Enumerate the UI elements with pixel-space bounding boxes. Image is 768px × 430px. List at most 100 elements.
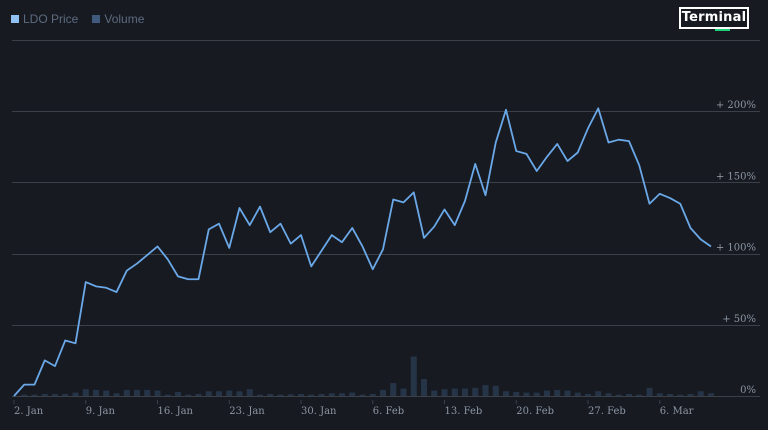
- volume-bar[interactable]: [226, 390, 233, 396]
- volume-bar[interactable]: [431, 390, 438, 396]
- x-tick-label: 27. Feb: [588, 406, 626, 417]
- legend-swatch-volume: [92, 15, 101, 23]
- volume-bar[interactable]: [21, 394, 28, 396]
- volume-bar[interactable]: [369, 393, 376, 396]
- x-tick-label: 13. Feb: [445, 406, 483, 417]
- volume-bar[interactable]: [421, 379, 427, 396]
- volume-bar[interactable]: [523, 392, 530, 396]
- volume-bar[interactable]: [185, 394, 192, 396]
- legend-label-price: LDO Price: [23, 12, 79, 26]
- volume-bar[interactable]: [544, 390, 550, 396]
- volume-bar[interactable]: [626, 393, 632, 396]
- volume-bar[interactable]: [164, 394, 171, 396]
- y-tick-label: 0%: [740, 385, 756, 396]
- legend-item-price[interactable]: LDO Price: [11, 12, 78, 26]
- y-tick-label: + 150%: [716, 171, 756, 182]
- volume-bar[interactable]: [595, 391, 602, 396]
- legend-item-volume[interactable]: Volume: [92, 12, 144, 26]
- volume-bar[interactable]: [451, 388, 458, 396]
- volume-bar[interactable]: [287, 394, 294, 396]
- volume-bar[interactable]: [339, 393, 345, 396]
- price-series: [13, 107, 712, 397]
- volume-bar[interactable]: [646, 387, 653, 396]
- volume-bar[interactable]: [359, 394, 366, 396]
- volume-bar[interactable]: [636, 394, 643, 396]
- volume-bar[interactable]: [492, 385, 499, 396]
- volume-bar[interactable]: [380, 389, 386, 396]
- volume-bar[interactable]: [246, 389, 253, 396]
- volume-bar[interactable]: [482, 385, 489, 396]
- x-tick-label: 20. Feb: [516, 406, 554, 417]
- volume-bar[interactable]: [554, 389, 561, 396]
- volume-bar[interactable]: [656, 393, 663, 396]
- volume-bar[interactable]: [62, 393, 69, 396]
- volume-bar[interactable]: [349, 392, 356, 396]
- volume-bar[interactable]: [513, 391, 520, 396]
- volume-bar[interactable]: [93, 389, 99, 396]
- volume-bar[interactable]: [410, 356, 417, 396]
- volume-bar[interactable]: [462, 388, 468, 396]
- y-tick-label: + 200%: [716, 100, 756, 111]
- x-tick-label: 6. Feb: [373, 406, 404, 417]
- volume-bar[interactable]: [52, 393, 58, 396]
- volume-bar[interactable]: [277, 394, 284, 396]
- volume-bar[interactable]: [257, 394, 263, 396]
- volume-bar[interactable]: [574, 392, 581, 396]
- volume-bar[interactable]: [154, 390, 161, 396]
- volume-bar[interactable]: [667, 393, 673, 396]
- volume-bar[interactable]: [585, 393, 591, 396]
- volume-bar[interactable]: [605, 393, 612, 396]
- volume-bar[interactable]: [533, 392, 540, 396]
- volume-bar[interactable]: [144, 389, 151, 396]
- volume-bar[interactable]: [472, 387, 479, 396]
- volume-bar[interactable]: [113, 393, 120, 396]
- volume-bar[interactable]: [308, 394, 315, 396]
- grid-lines: [12, 40, 760, 397]
- volume-bar[interactable]: [195, 393, 202, 396]
- volume-bar[interactable]: [72, 392, 79, 396]
- volume-bar[interactable]: [134, 389, 140, 396]
- volume-bar[interactable]: [687, 393, 694, 396]
- terminal-brand-logo[interactable]: Terminal: [679, 7, 749, 29]
- volume-bar[interactable]: [441, 389, 448, 396]
- volume-bar[interactable]: [318, 393, 325, 396]
- legend-label-volume: Volume: [104, 12, 145, 26]
- volume-bar[interactable]: [503, 391, 509, 396]
- volume-bar[interactable]: [236, 391, 243, 396]
- x-tick-label: 30. Jan: [301, 406, 337, 417]
- volume-bar[interactable]: [708, 393, 714, 396]
- volume-bar[interactable]: [400, 388, 407, 396]
- volume-bar[interactable]: [677, 394, 684, 396]
- volume-bar[interactable]: [205, 391, 212, 396]
- volume-bar[interactable]: [298, 393, 304, 396]
- volume-bar[interactable]: [123, 389, 130, 396]
- volume-bar[interactable]: [82, 389, 89, 396]
- volume-bar[interactable]: [267, 393, 274, 396]
- volume-bar[interactable]: [31, 394, 38, 396]
- volume-bar[interactable]: [216, 391, 222, 396]
- volume-bar[interactable]: [103, 390, 110, 396]
- volume-bar[interactable]: [175, 391, 181, 396]
- x-tick-label: 23. Jan: [229, 406, 265, 417]
- price-line[interactable]: [13, 107, 712, 397]
- volume-bar[interactable]: [697, 391, 704, 396]
- brand-accent-bar: [715, 29, 730, 31]
- y-tick-label: + 100%: [716, 243, 756, 254]
- x-tick-label: 6. Mar: [660, 406, 694, 417]
- volume-bars: [21, 356, 714, 396]
- volume-bar[interactable]: [564, 390, 571, 396]
- y-axis-tick-labels: + 200% + 150% + 100% + 50% 0%: [716, 100, 756, 396]
- legend: LDO Price Volume: [11, 12, 158, 26]
- volume-bar[interactable]: [41, 393, 48, 396]
- volume-bar[interactable]: [615, 394, 622, 396]
- y-tick-label: + 50%: [722, 314, 756, 325]
- x-tick-label: 9. Jan: [86, 406, 116, 417]
- x-tick-label: 16. Jan: [158, 406, 194, 417]
- volume-bar[interactable]: [328, 393, 335, 396]
- legend-swatch-price: [11, 15, 19, 23]
- x-tick-label: 2. Jan: [14, 406, 44, 417]
- volume-bar[interactable]: [390, 383, 397, 396]
- x-axis-tick-labels: 2. Jan 9. Jan 16. Jan 23. Jan 30. Jan 6. Feb 1…: [13, 400, 694, 417]
